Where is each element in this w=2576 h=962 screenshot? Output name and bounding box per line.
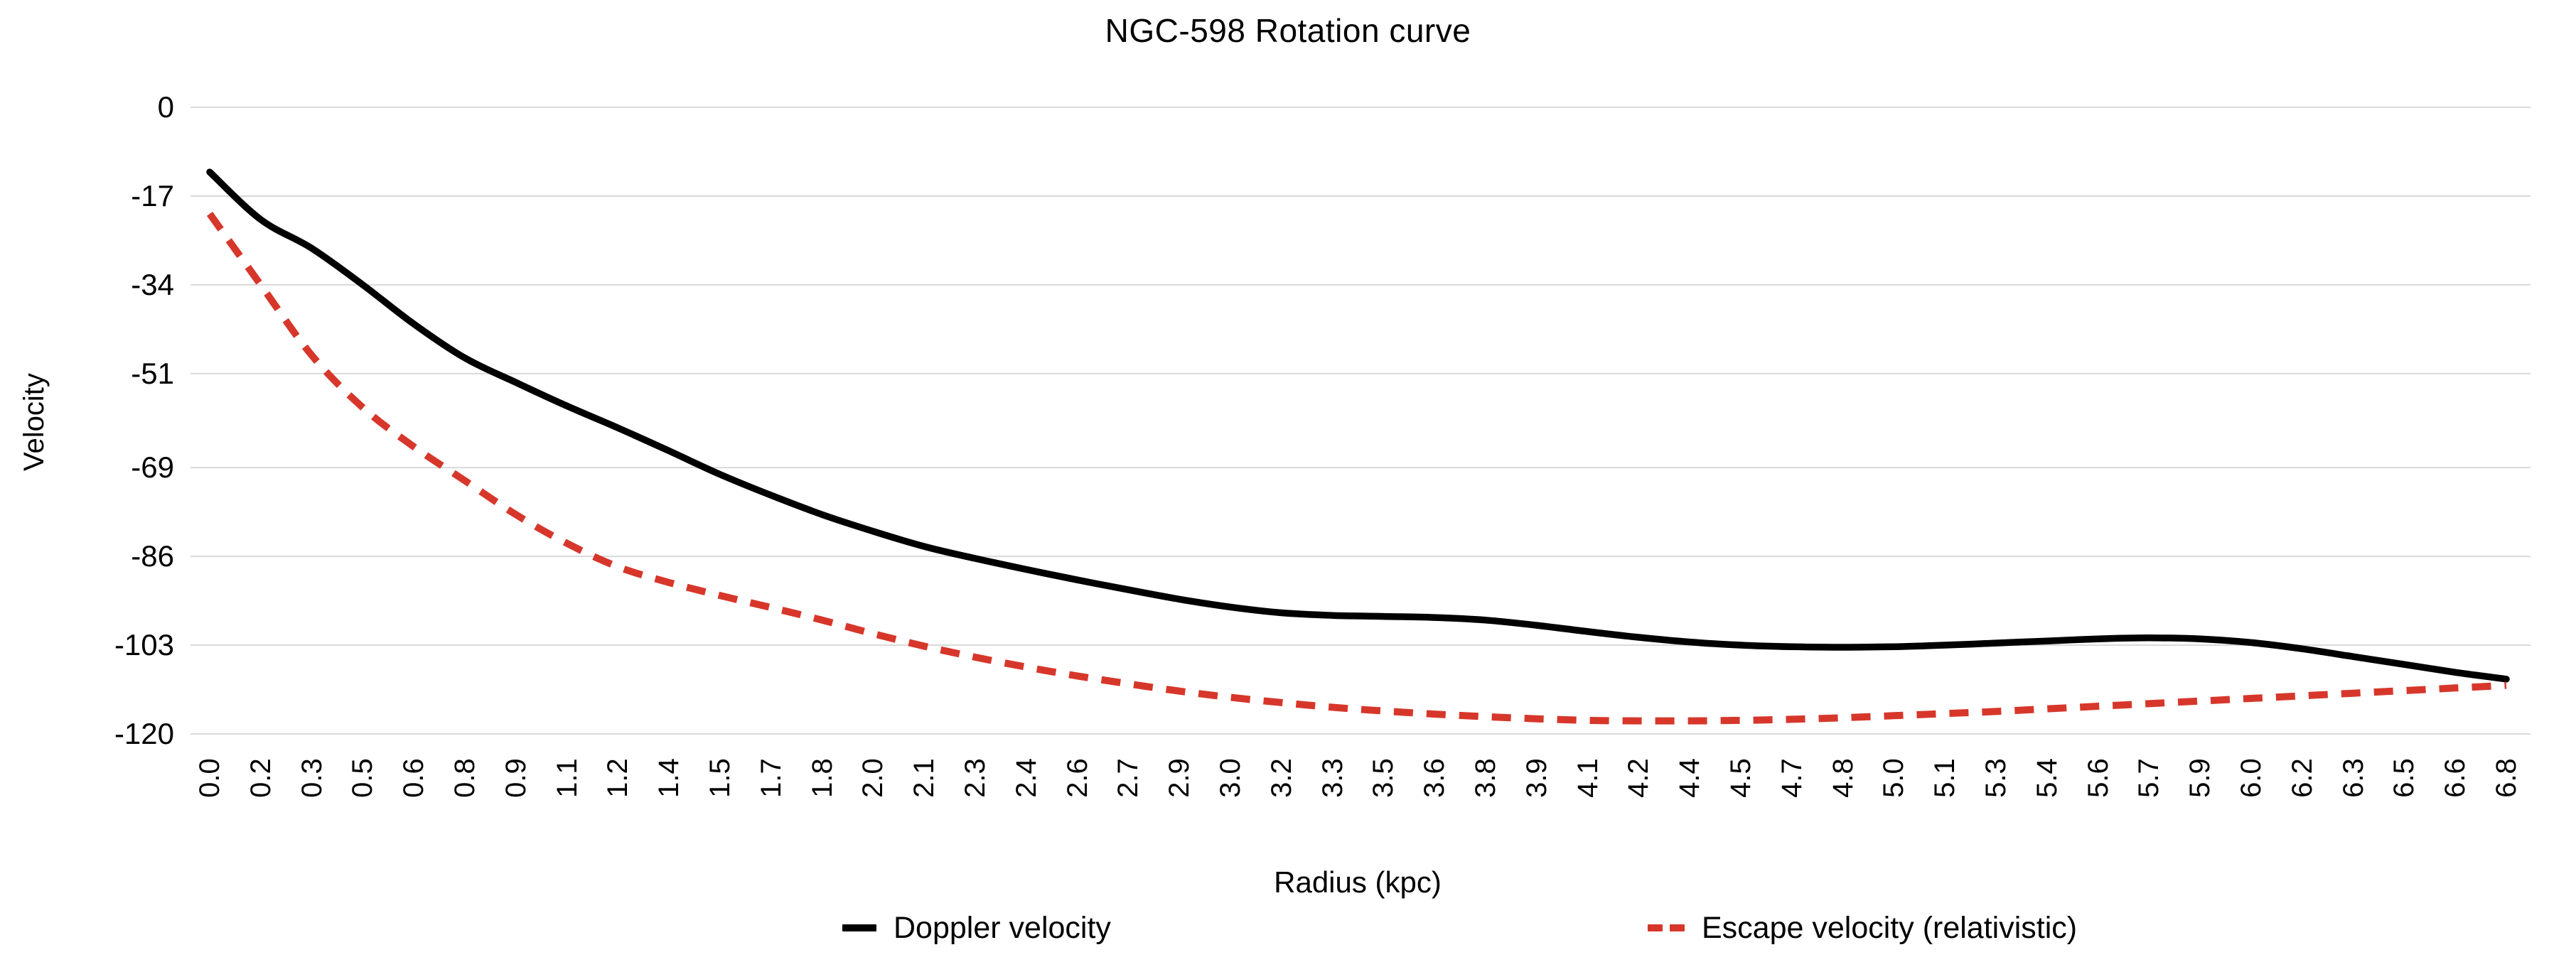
x-tick-label: 3.9 (1520, 758, 1552, 798)
x-tick-label: 4.1 (1572, 758, 1604, 798)
y-tick-label: -120 (114, 717, 174, 750)
x-tick-label: 2.7 (1112, 758, 1144, 798)
x-tick-label: 4.4 (1674, 758, 1706, 798)
x-tick-label: 3.8 (1470, 758, 1501, 798)
x-tick-label: 5.7 (2133, 758, 2165, 798)
x-tick-label: 3.5 (1368, 758, 1400, 798)
x-tick-label: 6.3 (2337, 758, 2369, 798)
x-tick-label: 3.2 (1265, 758, 1297, 798)
legend-label-doppler: Doppler velocity (893, 910, 1111, 945)
x-tick-label: 1.1 (551, 758, 583, 798)
x-tick-label: 0.3 (296, 758, 328, 798)
x-tick-label: 0.5 (347, 758, 379, 798)
x-tick-label: 0.8 (449, 758, 481, 798)
x-tick-label: 0.0 (194, 758, 225, 798)
x-tick-label: 1.7 (755, 758, 787, 798)
x-tick-label: 3.0 (1215, 758, 1246, 798)
x-tick-label: 6.5 (2388, 758, 2420, 798)
x-tick-label: 5.9 (2184, 758, 2216, 798)
x-tick-label: 2.9 (1164, 758, 1196, 798)
legend-item-doppler: Doppler velocity (842, 908, 1111, 948)
x-tick-label: 5.4 (2031, 758, 2063, 798)
x-tick-label: 2.1 (908, 758, 940, 798)
x-tick-label: 5.1 (1929, 758, 1961, 798)
gridlines (190, 107, 2531, 735)
x-tick-label: 1.2 (602, 758, 634, 798)
x-tick-label: 2.0 (857, 758, 889, 798)
x-tick-label: 3.3 (1316, 758, 1348, 798)
x-tick-label: 6.2 (2286, 758, 2318, 798)
escape-line-swatch-icon (1648, 924, 1685, 931)
escape-velocity-line (206, 211, 2507, 725)
x-tick-label: 5.0 (1878, 758, 1910, 798)
x-tick-label: 0.2 (245, 758, 277, 798)
x-tick-label: 2.3 (960, 758, 991, 798)
x-tick-label: 4.5 (1725, 758, 1756, 798)
doppler-velocity-line (206, 168, 2510, 683)
x-tick-label: 6.6 (2440, 758, 2472, 798)
x-axis-title: Radius (kpc) (1274, 865, 1442, 899)
y-tick-label: -69 (131, 450, 174, 485)
x-tick-label: 5.6 (2082, 758, 2114, 798)
x-tick-label: 3.6 (1419, 758, 1451, 798)
legend-item-escape: Escape velocity (relativistic) (1648, 908, 2077, 948)
x-tick-label: 5.3 (1980, 758, 2012, 798)
x-tick-label: 4.7 (1776, 758, 1808, 798)
y-tick-label: -34 (131, 267, 174, 301)
x-tick-label: 2.4 (1010, 758, 1042, 798)
x-tick-label: 1.5 (704, 758, 736, 798)
y-tick-label: -17 (131, 178, 174, 212)
x-tick-label: 6.8 (2491, 758, 2522, 798)
x-tick-label: 0.9 (500, 758, 532, 798)
x-tick-label: 4.2 (1623, 758, 1655, 798)
x-tick-label: 0.6 (398, 758, 430, 798)
x-tick-label: 6.0 (2236, 758, 2267, 798)
x-tick-label: 4.8 (1827, 758, 1859, 798)
y-tick-label: -51 (131, 356, 174, 390)
x-tick-label: 1.8 (806, 758, 838, 798)
doppler-line-swatch-icon (842, 924, 876, 931)
x-tick-label: 1.4 (653, 758, 685, 798)
x-tick-label: 2.6 (1061, 758, 1093, 798)
legend: Doppler velocity Escape velocity (relati… (0, 908, 2576, 951)
y-tick-label: -103 (114, 628, 174, 662)
y-tick-label: 0 (157, 90, 174, 124)
y-tick-label: -86 (131, 539, 174, 573)
chart-title: NGC-598 Rotation curve (1105, 12, 1471, 49)
legend-label-escape: Escape velocity (relativistic) (1702, 910, 2078, 945)
